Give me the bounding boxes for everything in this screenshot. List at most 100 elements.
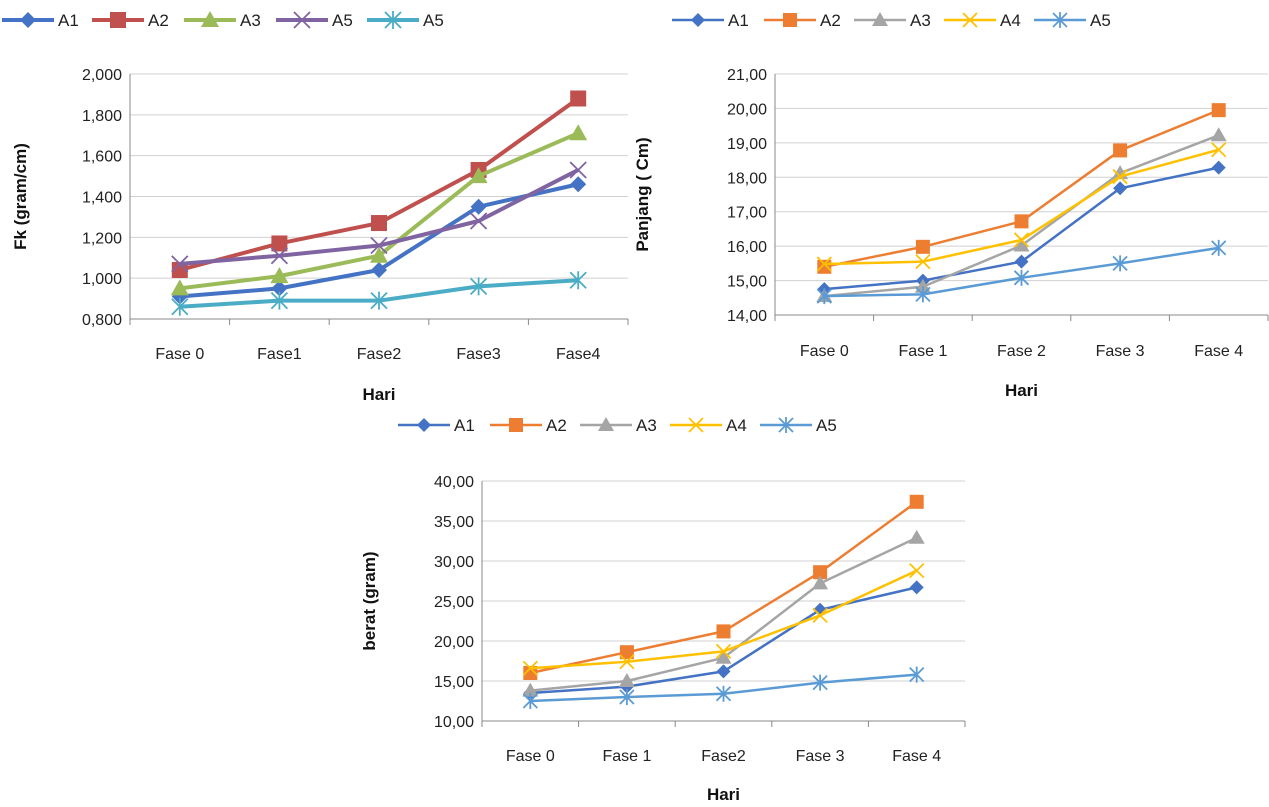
data-point (371, 215, 387, 232)
legend-label: A4 (1000, 11, 1021, 30)
data-point (1014, 214, 1029, 229)
x-tick-label: Fase 3 (1096, 343, 1145, 360)
y-tick-label: 0,800 (82, 312, 122, 329)
y-tick-label: 15,00 (727, 274, 767, 291)
data-point (270, 247, 289, 265)
x-tick-label: Fase 1 (602, 748, 651, 765)
data-point (469, 212, 488, 230)
y-tick-label: 1,600 (82, 149, 122, 166)
legend-label: A5 (1090, 11, 1111, 30)
y-tick-label: 30,00 (434, 554, 474, 571)
legend-marker (962, 12, 978, 28)
x-tick-label: Fase 4 (892, 748, 941, 765)
series-a2 (171, 90, 587, 278)
data-point (909, 494, 924, 509)
x-tick-label: Fase2 (357, 346, 402, 363)
data-point (1014, 254, 1029, 269)
legend-label: A2 (546, 416, 567, 435)
series-line (530, 500, 918, 675)
legend-entry: A2 (92, 11, 169, 30)
data-point (716, 624, 731, 639)
legend-marker (783, 13, 797, 27)
data-point (715, 685, 732, 702)
legend-label: A4 (726, 416, 747, 435)
y-tick-label: 1,000 (82, 271, 122, 288)
legend-entry: A4 (670, 416, 747, 435)
legend-marker (778, 417, 794, 433)
data-point (715, 649, 732, 664)
data-point (813, 565, 828, 580)
legend-entry: A1 (2, 11, 79, 30)
data-point (370, 236, 388, 255)
y-tick-label: 18,00 (727, 170, 767, 187)
data-point (1112, 168, 1128, 185)
legend-label: A1 (58, 11, 79, 30)
data-point (170, 279, 189, 296)
series-a5 (816, 239, 1227, 305)
data-point (271, 280, 288, 297)
data-point (470, 198, 487, 215)
data-point (1211, 160, 1226, 175)
legend-marker (688, 417, 704, 433)
series-a4 (816, 142, 1227, 272)
data-point (522, 660, 538, 676)
data-point (909, 580, 924, 595)
data-point (817, 259, 832, 274)
x-tick-label: Fase 0 (800, 343, 849, 360)
series-a2 (523, 494, 924, 680)
chart-berat: 10,00 15,00 20,00 25,00 30,00 35,00 40,00 Fase … (360, 416, 966, 804)
legend-entry: A5 (1034, 11, 1111, 30)
data-point (812, 674, 828, 691)
series-a5 (522, 666, 925, 709)
series-a1 (523, 580, 924, 700)
data-point (716, 664, 731, 679)
legend-entry: A3 (184, 11, 261, 30)
y-tick-label: 15,00 (434, 674, 474, 691)
data-point (619, 689, 635, 705)
data-point (270, 267, 289, 284)
y-tick-label: 20,00 (434, 634, 474, 651)
x-tick-label: Fase2 (701, 748, 746, 765)
legend-marker (110, 12, 126, 28)
data-point (908, 529, 925, 544)
y-tick-label: 1,800 (82, 108, 122, 125)
data-point (522, 693, 538, 709)
data-point (915, 239, 930, 254)
y-axis-title: Fk (gram/cm) (11, 143, 30, 250)
data-point (619, 645, 634, 660)
data-point (619, 654, 635, 670)
x-axis-title: Hari (707, 785, 740, 804)
data-point (1113, 181, 1128, 196)
x-tick-label: Fase 3 (796, 748, 845, 765)
chart-fk: 0,800 1,000 1,200 1,400 1,600 1,800 2,000 Fase … (2, 11, 629, 404)
data-point (816, 288, 832, 305)
legend-entry: A2 (490, 416, 567, 435)
data-point (271, 235, 288, 252)
data-point (1013, 232, 1030, 248)
data-point (570, 176, 587, 193)
data-point (909, 666, 925, 683)
legend-entry: A1 (398, 416, 475, 435)
data-point (523, 666, 538, 680)
data-point (371, 262, 387, 278)
y-tick-label: 16,00 (727, 239, 767, 256)
x-tick-label: Fase 4 (1194, 343, 1243, 360)
legend-marker (598, 417, 614, 431)
legend-marker (384, 11, 402, 29)
data-point (469, 167, 488, 184)
series-a5 (171, 161, 587, 273)
data-point (1211, 239, 1227, 256)
legend-marker (509, 418, 523, 432)
data-point (909, 562, 925, 579)
legend-label: A1 (728, 11, 749, 30)
series-a3 (170, 124, 588, 296)
legend-label: A3 (636, 416, 657, 435)
legend-entry: A2 (764, 11, 841, 30)
legend-label: A5 (816, 416, 837, 435)
data-point (1211, 142, 1227, 158)
data-point (569, 161, 587, 179)
y-tick-label: 1,200 (82, 230, 122, 247)
data-point (569, 271, 587, 290)
legend-entry: A5 (276, 11, 353, 30)
data-point (1113, 143, 1128, 158)
